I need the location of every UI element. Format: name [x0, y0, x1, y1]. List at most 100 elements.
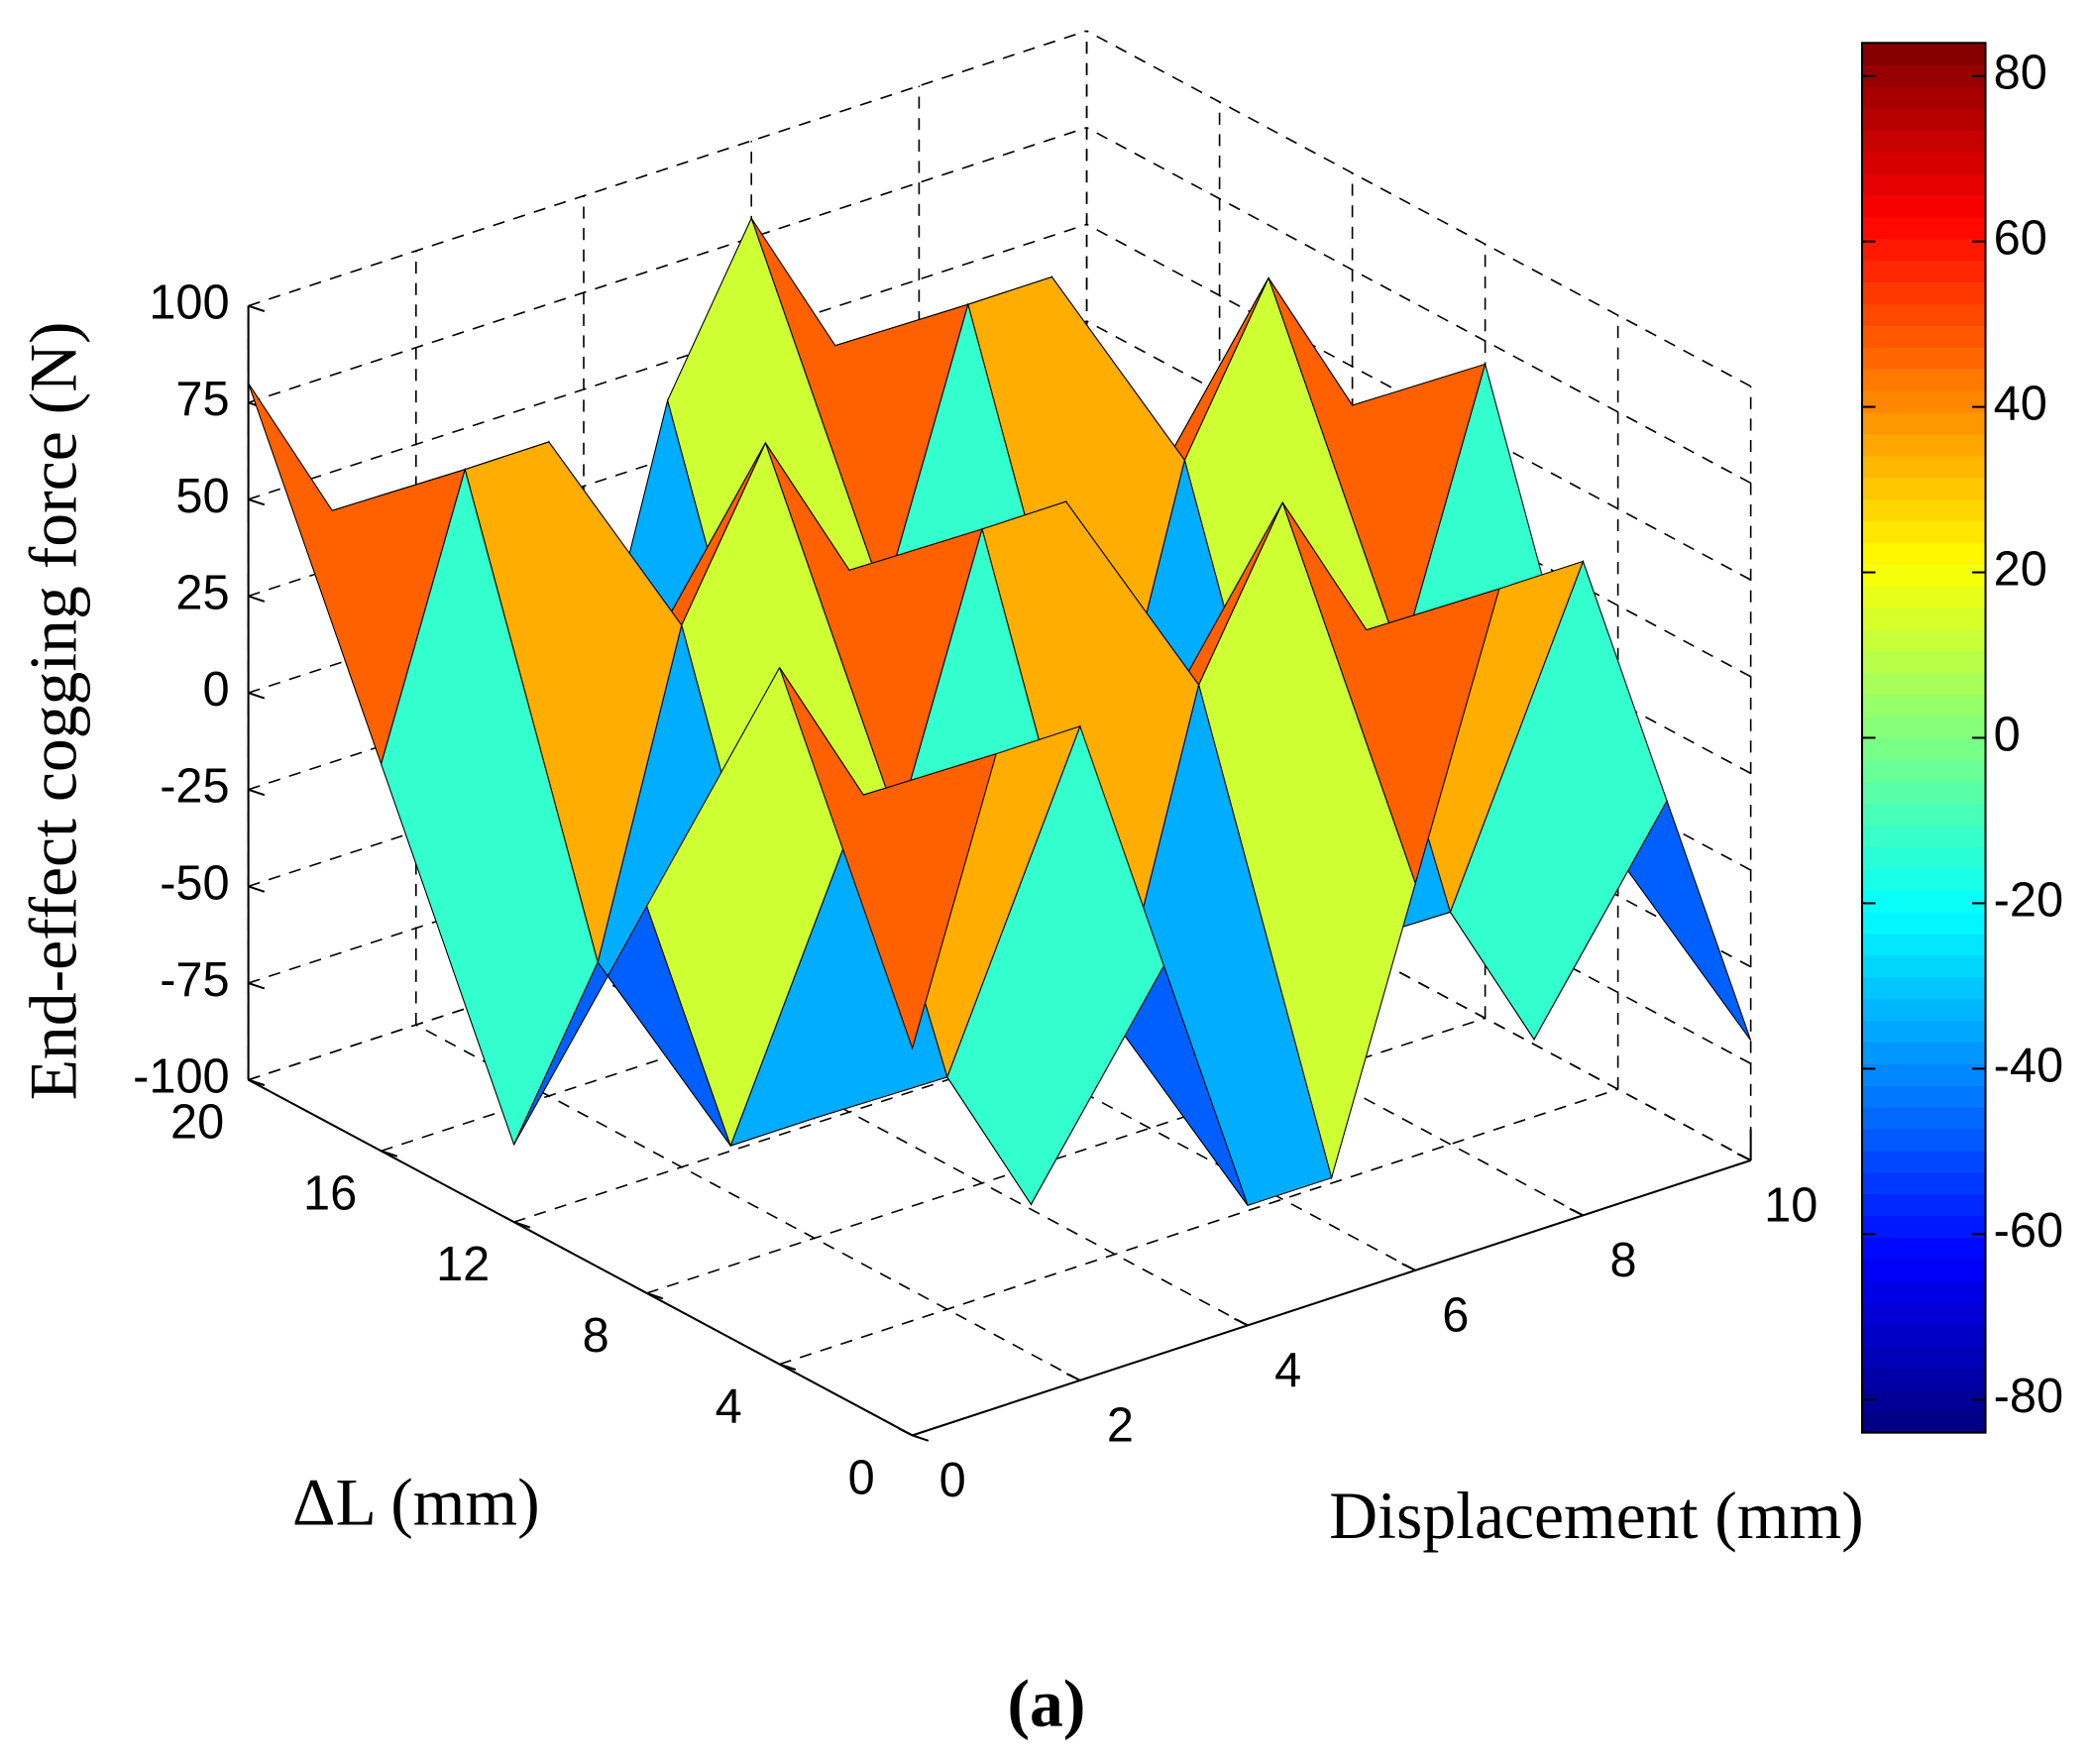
colorbar-cell	[1861, 1042, 1986, 1064]
colorbar-cell	[1861, 542, 1986, 565]
z-tick-label: 0	[203, 663, 230, 717]
colorbar-cell	[1861, 759, 1986, 782]
colorbar-cell	[1861, 1367, 1986, 1390]
colorbar-cell	[1861, 1085, 1986, 1108]
colorbar-cell	[1861, 368, 1986, 391]
y-tick	[912, 1434, 930, 1442]
colorbar-tick-label: 80	[1994, 47, 2047, 100]
colorbar-cell	[1861, 694, 1986, 717]
colorbar-cell	[1861, 867, 1986, 891]
y-tick	[646, 1291, 664, 1300]
x-tick-label: 0	[939, 1454, 966, 1507]
colorbar-tick-label: 40	[1994, 377, 2047, 430]
colorbar-cell	[1861, 411, 1986, 435]
colorbar-cell	[1861, 1020, 1986, 1043]
colorbar-cell	[1861, 1128, 1986, 1152]
colorbar-cell	[1861, 1193, 1986, 1217]
colorbar-cell	[1861, 129, 1986, 153]
y-tick-label: 12	[436, 1238, 490, 1291]
colorbar-cell	[1861, 108, 1986, 131]
y-tick	[381, 1150, 398, 1158]
z-tick-label: -50	[160, 856, 229, 910]
y-tick-label: 0	[848, 1451, 875, 1504]
colorbar-cell	[1861, 1150, 1986, 1173]
colorbar-cell	[1861, 498, 1986, 522]
colorbar-cell	[1861, 1324, 1986, 1347]
colorbar-cell	[1861, 389, 1986, 413]
z-tick-label: -75	[160, 953, 229, 1007]
colorbar-cell	[1861, 1280, 1986, 1303]
colorbar-cell	[1861, 347, 1986, 370]
y-tick	[513, 1221, 531, 1229]
colorbar-cell	[1861, 1302, 1986, 1325]
z-tick	[248, 885, 266, 893]
colorbar-cell	[1861, 1259, 1986, 1281]
colorbar-cell	[1861, 172, 1986, 196]
x-tick-label: 8	[1609, 1234, 1636, 1287]
colorbar-cell	[1861, 803, 1986, 826]
colorbar-cell	[1861, 998, 1986, 1022]
x-tick	[1401, 1263, 1416, 1271]
colorbar-cell	[1861, 889, 1986, 913]
grid-line	[248, 223, 1087, 500]
z-tick	[248, 692, 266, 700]
z-tick-label: 75	[175, 373, 229, 426]
colorbar-tick-label: -60	[1994, 1204, 2063, 1258]
colorbar-cell	[1861, 1237, 1986, 1261]
colorbar-cell	[1861, 586, 1986, 608]
colorbar-cell	[1861, 737, 1986, 761]
x-tick-label: 2	[1107, 1398, 1134, 1452]
colorbar-cell	[1861, 716, 1986, 739]
z-tick	[248, 788, 266, 797]
caption: (a)	[1008, 1666, 1086, 1740]
colorbar-cell	[1861, 825, 1986, 847]
colorbar-cell	[1861, 628, 1986, 652]
colorbar-cell	[1861, 976, 1986, 1000]
x-tick	[1736, 1153, 1752, 1161]
grid-line	[248, 30, 1087, 307]
colorbar-cell	[1861, 433, 1986, 457]
z-axis-label: End-effect cogging force (N)	[17, 321, 91, 1100]
x-tick-label: 10	[1764, 1178, 1818, 1232]
z-tick-label: 25	[175, 566, 229, 619]
colorbar-cell	[1861, 1171, 1986, 1195]
colorbar-tick-label: -80	[1994, 1370, 2063, 1423]
colorbar-cell	[1861, 607, 1986, 630]
colorbar-cell	[1861, 1346, 1986, 1369]
y-tick-label: 4	[716, 1380, 742, 1434]
colorbar-cell	[1861, 672, 1986, 696]
colorbar-cell	[1861, 1063, 1986, 1086]
colorbar-cell	[1861, 1388, 1986, 1412]
x-tick-label: 4	[1274, 1344, 1301, 1397]
colorbar-tick-label: -20	[1994, 873, 2063, 927]
colorbar-cell	[1861, 846, 1986, 869]
grid-line	[248, 126, 1087, 404]
x-tick	[898, 1427, 914, 1437]
x-tick	[1234, 1317, 1249, 1327]
colorbar-tick-label: 0	[1994, 708, 2021, 761]
colorbar-cell	[1861, 1410, 1986, 1434]
colorbar-cell	[1861, 911, 1986, 935]
x-axis-label: Displacement (mm)	[1329, 1479, 1863, 1553]
x-tick	[1065, 1373, 1081, 1381]
colorbar-cell	[1861, 520, 1986, 543]
x-tick	[1569, 1207, 1584, 1217]
colorbar-cell	[1861, 1215, 1986, 1239]
colorbar-cell	[1861, 564, 1986, 587]
surface-patch	[779, 667, 998, 1050]
colorbar-cell	[1861, 64, 1986, 87]
z-tick	[248, 497, 266, 506]
colorbar-tick-label: 20	[1994, 542, 2047, 596]
colorbar-cell	[1861, 325, 1986, 348]
y-tick	[248, 1078, 266, 1087]
colorbar-cell	[1861, 781, 1986, 804]
colorbar-cell	[1861, 194, 1986, 218]
colorbar-cell	[1861, 954, 1986, 978]
x-tick-label: 6	[1442, 1288, 1469, 1342]
colorbar-cell	[1861, 650, 1986, 674]
colorbar-cell	[1861, 86, 1986, 109]
grid-line	[779, 1088, 1618, 1366]
colorbar-cell	[1861, 216, 1986, 240]
colorbar-cell	[1861, 260, 1986, 283]
